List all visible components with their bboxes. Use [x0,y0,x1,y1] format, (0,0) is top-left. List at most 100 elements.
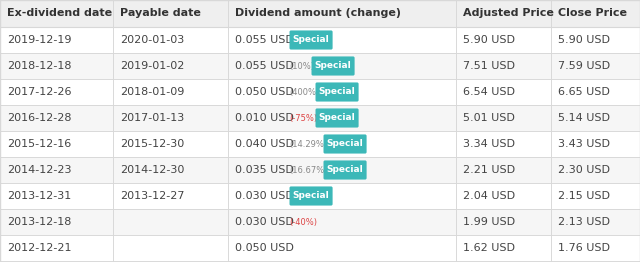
Bar [551,131,640,157]
Text: 0.055 USD: 0.055 USD [235,61,294,71]
Bar [0,183,113,209]
Text: 7.51 USD: 7.51 USD [463,61,515,71]
Bar [113,209,228,235]
Text: 1.76 USD: 1.76 USD [558,243,610,253]
Text: (-75%): (-75%) [289,113,317,123]
Bar [456,105,551,131]
FancyBboxPatch shape [289,30,333,50]
Text: Payable date: Payable date [120,8,201,19]
Text: (16.67%): (16.67%) [289,166,328,174]
Text: 0.030 USD: 0.030 USD [235,217,294,227]
Text: 2013-12-27: 2013-12-27 [120,191,184,201]
Bar [551,183,640,209]
Text: 2013-12-18: 2013-12-18 [7,217,72,227]
Text: Adjusted Price: Adjusted Price [463,8,554,19]
Text: Special: Special [315,62,351,70]
Bar [456,235,551,261]
Bar [551,53,640,79]
Text: 0.050 USD: 0.050 USD [235,87,294,97]
Bar [113,0,228,27]
Text: 5.01 USD: 5.01 USD [463,113,515,123]
Text: 0.035 USD: 0.035 USD [235,165,294,175]
Bar [551,79,640,105]
Text: 0.040 USD: 0.040 USD [235,139,294,149]
Bar [551,157,640,183]
Text: 5.90 USD: 5.90 USD [463,35,515,45]
Bar [113,79,228,105]
Text: Special: Special [292,192,330,200]
Text: 2018-12-18: 2018-12-18 [7,61,72,71]
Text: 2015-12-16: 2015-12-16 [7,139,71,149]
Text: 7.59 USD: 7.59 USD [558,61,610,71]
Text: (14.29%): (14.29%) [289,139,327,149]
Bar [456,131,551,157]
Bar [551,105,640,131]
Text: Special: Special [326,166,364,174]
Text: 2.30 USD: 2.30 USD [558,165,610,175]
Bar [228,105,456,131]
Text: 2.13 USD: 2.13 USD [558,217,610,227]
Text: 2017-01-13: 2017-01-13 [120,113,184,123]
Bar [456,0,551,27]
Bar [228,0,456,27]
Bar [456,79,551,105]
Bar [551,27,640,53]
Text: 1.62 USD: 1.62 USD [463,243,515,253]
Bar [551,209,640,235]
Text: (-40%): (-40%) [289,217,317,227]
Bar [0,53,113,79]
FancyBboxPatch shape [316,83,358,102]
Bar [456,209,551,235]
Text: 2015-12-30: 2015-12-30 [120,139,184,149]
Text: 0.030 USD: 0.030 USD [235,191,294,201]
Bar [228,79,456,105]
Text: 2014-12-23: 2014-12-23 [7,165,72,175]
Bar [0,235,113,261]
Text: 3.34 USD: 3.34 USD [463,139,515,149]
Text: 5.90 USD: 5.90 USD [558,35,610,45]
Bar [228,53,456,79]
Bar [113,235,228,261]
Text: 2.15 USD: 2.15 USD [558,191,610,201]
FancyBboxPatch shape [316,108,358,128]
FancyBboxPatch shape [323,160,367,179]
Text: Special: Special [326,139,364,149]
Text: 0.055 USD: 0.055 USD [235,35,294,45]
Bar [113,27,228,53]
Bar [228,183,456,209]
Bar [113,183,228,209]
Text: 2016-12-28: 2016-12-28 [7,113,72,123]
Text: Close Price: Close Price [558,8,627,19]
Bar [456,183,551,209]
FancyBboxPatch shape [323,134,367,154]
FancyBboxPatch shape [312,56,355,75]
Text: 1.99 USD: 1.99 USD [463,217,515,227]
Bar [456,53,551,79]
Text: Special: Special [319,113,355,123]
Bar [0,27,113,53]
Text: 2020-01-03: 2020-01-03 [120,35,184,45]
Text: (10%): (10%) [289,62,314,70]
Text: Dividend amount (change): Dividend amount (change) [235,8,401,19]
Bar [228,27,456,53]
Bar [113,53,228,79]
Text: 2.04 USD: 2.04 USD [463,191,515,201]
Text: 2.21 USD: 2.21 USD [463,165,515,175]
Bar [113,105,228,131]
Text: 6.54 USD: 6.54 USD [463,87,515,97]
Bar [551,235,640,261]
Text: 2012-12-21: 2012-12-21 [7,243,72,253]
Text: 2019-12-19: 2019-12-19 [7,35,72,45]
Text: 2013-12-31: 2013-12-31 [7,191,71,201]
Bar [0,105,113,131]
Text: 6.65 USD: 6.65 USD [558,87,610,97]
Bar [113,131,228,157]
Bar [0,157,113,183]
Bar [0,0,113,27]
Text: 0.050 USD: 0.050 USD [235,243,294,253]
Bar [551,0,640,27]
Bar [228,235,456,261]
Bar [228,131,456,157]
Text: Ex-dividend date: Ex-dividend date [7,8,112,19]
Bar [456,157,551,183]
